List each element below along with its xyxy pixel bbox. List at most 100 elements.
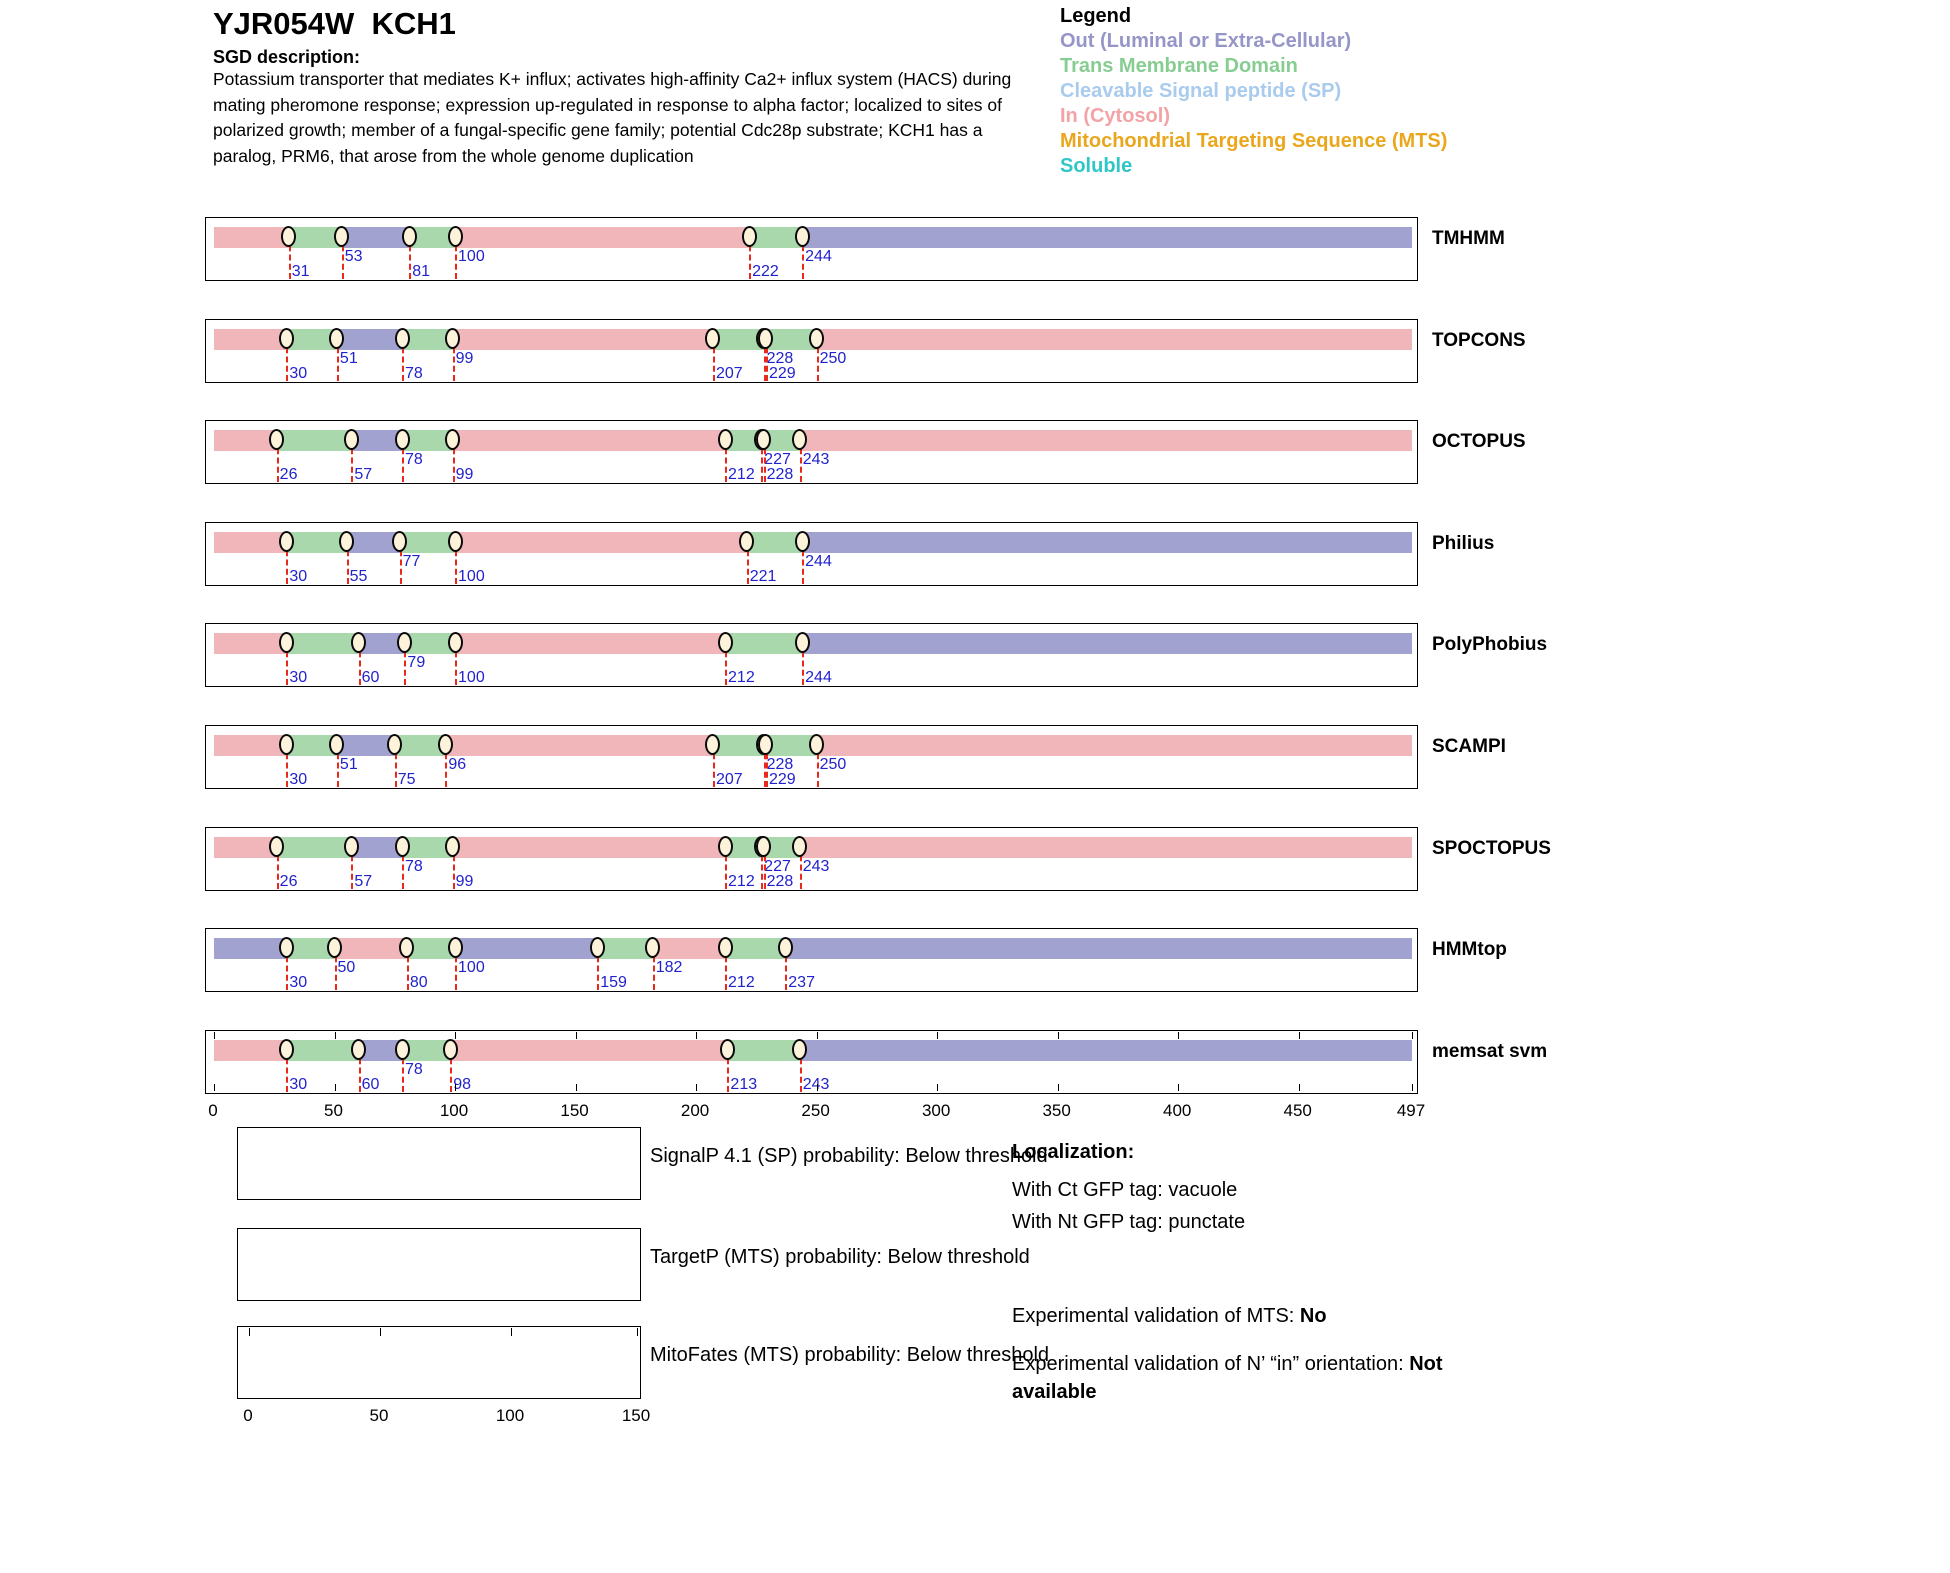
boundary-number-78: 78 <box>405 858 423 875</box>
segment-in <box>652 938 726 959</box>
segment-in <box>452 430 725 451</box>
signalp-plot-label: SignalP 4.1 (SP) probability: Below thre… <box>650 1145 1048 1167</box>
boundary-line-227 <box>761 846 764 889</box>
page-title: YJR054W KCH1 <box>213 6 456 41</box>
axis-inner-tick-bottom <box>575 1084 577 1091</box>
boundary-number-243: 243 <box>802 1076 830 1093</box>
segment-tm <box>402 329 453 350</box>
track-box-spoctopus: 26 57 78 99 212 227 228 243 <box>205 827 1418 891</box>
boundary-number-79: 79 <box>407 654 426 671</box>
axis-tick-label-150: 150 <box>560 1101 589 1120</box>
boundary-line-99 <box>452 439 455 482</box>
boundary-number-100: 100 <box>458 568 485 585</box>
boundary-line-79 <box>404 642 407 685</box>
track-box-scampi: 30 51 75 96 207 228 229 250 <box>205 725 1418 789</box>
boundary-marker-30 <box>278 734 294 755</box>
boundary-marker-75 <box>387 734 403 755</box>
boundary-line-30 <box>286 338 289 381</box>
boundary-number-228: 228 <box>766 756 794 773</box>
boundary-number-222: 222 <box>752 263 779 280</box>
boundary-line-30 <box>286 642 289 685</box>
segment-in <box>452 837 725 858</box>
mts-validation-value: No <box>1299 1305 1327 1327</box>
segment-tm <box>402 430 453 451</box>
boundary-line-182 <box>652 947 655 990</box>
boundary-line-60 <box>358 642 361 685</box>
boundary-marker-99 <box>445 429 461 450</box>
boundary-number-77: 77 <box>402 553 421 570</box>
boundary-marker-31 <box>281 226 297 247</box>
legend-item-soluble: Soluble <box>1060 155 1133 177</box>
boundary-marker-57 <box>343 429 359 450</box>
axis-inner-tick-bottom <box>1178 1084 1180 1091</box>
boundary-marker-60 <box>351 632 367 653</box>
boundary-line-213 <box>727 1049 730 1092</box>
boundary-line-77 <box>399 541 402 584</box>
boundary-marker-78 <box>394 429 410 450</box>
segment-tm <box>406 938 456 959</box>
boundary-line-99 <box>452 338 455 381</box>
segment-tm <box>725 938 786 959</box>
axis-inner-tick-bottom <box>1412 1084 1413 1091</box>
axis-inner-tick-bottom <box>214 1084 215 1091</box>
boundary-marker-229 <box>758 328 774 349</box>
boundary-number-244: 244 <box>805 553 832 570</box>
boundary-line-30 <box>286 947 289 990</box>
segment-out <box>351 837 402 858</box>
boundary-number-250: 250 <box>819 756 847 773</box>
axis-tick-label-200: 200 <box>680 1101 710 1120</box>
axis-inner-tick-top <box>937 1032 939 1039</box>
boundary-number-30: 30 <box>289 771 308 788</box>
boundary-line-78 <box>402 338 405 381</box>
boundary-marker-244 <box>794 531 810 552</box>
boundary-marker-57 <box>343 836 359 857</box>
boundary-line-207 <box>712 744 715 787</box>
segment-tm <box>763 430 800 451</box>
boundary-line-55 <box>346 541 349 584</box>
boundary-number-221: 221 <box>749 568 777 585</box>
boundary-number-51: 51 <box>339 756 358 773</box>
track-label-spoctopus: SPOCTOPUS <box>1432 838 1551 859</box>
axis-tick-label-50: 50 <box>324 1101 343 1120</box>
boundary-marker-243 <box>792 1039 808 1060</box>
axis-tick-label-250: 250 <box>801 1101 830 1120</box>
segment-tm <box>402 1040 451 1061</box>
segment-in <box>452 329 713 350</box>
boundary-marker-99 <box>445 328 461 349</box>
boundary-marker-81 <box>401 226 417 247</box>
boundary-number-30: 30 <box>289 974 308 991</box>
axis-tick-label-100: 100 <box>439 1101 469 1120</box>
boundary-line-228 <box>763 744 766 787</box>
mitofates-plot-tick-label-150: 150 <box>621 1406 651 1425</box>
signalp-plot-box <box>237 1127 641 1200</box>
segment-out <box>799 1040 1412 1061</box>
segment-tm <box>286 735 337 756</box>
segment-out <box>785 938 1412 959</box>
boundary-number-30: 30 <box>289 669 308 686</box>
boundary-number-30: 30 <box>289 1076 308 1093</box>
boundary-number-212: 212 <box>728 466 755 483</box>
localization-ct-line: With Ct GFP tag: vacuole <box>1012 1179 1238 1201</box>
boundary-number-99: 99 <box>455 873 474 890</box>
segment-out <box>336 329 402 350</box>
mitofates-plot-inner-tick <box>511 1328 512 1336</box>
boundary-marker-30 <box>278 632 294 653</box>
boundary-marker-243 <box>792 429 808 450</box>
boundary-marker-207 <box>705 734 721 755</box>
axis-tick-label-400: 400 <box>1162 1101 1192 1120</box>
segment-tm <box>286 938 335 959</box>
boundary-marker-100 <box>447 937 463 958</box>
boundary-line-51 <box>336 744 339 787</box>
legend-item-mts: Mitochondrial Targeting Sequence (MTS) <box>1060 130 1448 152</box>
boundary-number-229: 229 <box>768 771 796 788</box>
segment-tm <box>725 430 762 451</box>
boundary-line-244 <box>802 236 805 279</box>
boundary-marker-26 <box>269 429 285 450</box>
segment-in <box>799 430 1412 451</box>
boundary-marker-250 <box>809 328 825 349</box>
targetp-plot-label: TargetP (MTS) probability: Below thresho… <box>650 1246 1030 1268</box>
segment-out <box>336 735 395 756</box>
